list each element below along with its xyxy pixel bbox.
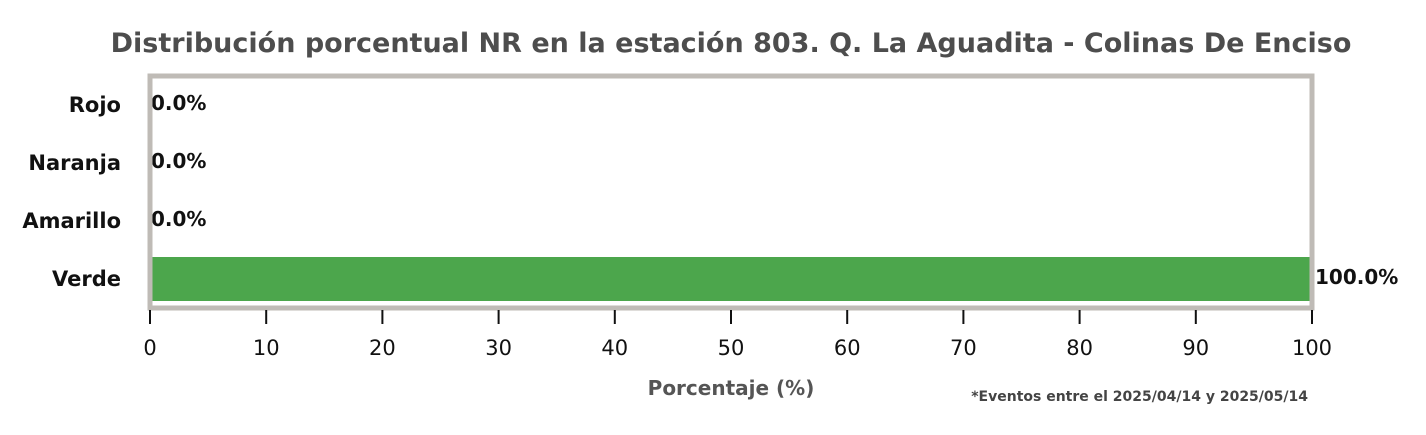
x-tick-label: 20: [369, 336, 396, 360]
plot-area: Rojo 0.0% Naranja 0.0% Amarillo 0.0% Verde 100.…: [22, 73, 1398, 360]
bar-verde: [150, 257, 1312, 301]
data-label-rojo: 0.0%: [151, 91, 206, 115]
data-label-amarillo: 0.0%: [151, 207, 206, 231]
x-tick-label: 10: [253, 336, 280, 360]
x-tick-label: 30: [485, 336, 512, 360]
x-tick-label: 50: [718, 336, 745, 360]
chart-title: Distribución porcentual NR en la estació…: [111, 28, 1352, 59]
x-tick-label: 100: [1292, 336, 1332, 360]
x-tick-label: 70: [950, 336, 977, 360]
x-tick-label: 60: [834, 336, 861, 360]
category-label-rojo: Rojo: [69, 93, 121, 117]
x-tick-label: 0: [143, 336, 156, 360]
x-tick-label: 80: [1066, 336, 1093, 360]
plot-frame: [147, 73, 1315, 311]
category-label-verde: Verde: [52, 267, 121, 291]
x-tick-label: 40: [601, 336, 628, 360]
data-label-verde: 100.0%: [1315, 265, 1398, 289]
category-label-amarillo: Amarillo: [22, 209, 121, 233]
x-axis-label: Porcentaje (%): [648, 376, 815, 400]
footnote: *Eventos entre el 2025/04/14 y 2025/05/1…: [971, 389, 1308, 405]
x-tick-label: 90: [1182, 336, 1209, 360]
category-label-naranja: Naranja: [28, 151, 121, 175]
data-label-naranja: 0.0%: [151, 149, 206, 173]
